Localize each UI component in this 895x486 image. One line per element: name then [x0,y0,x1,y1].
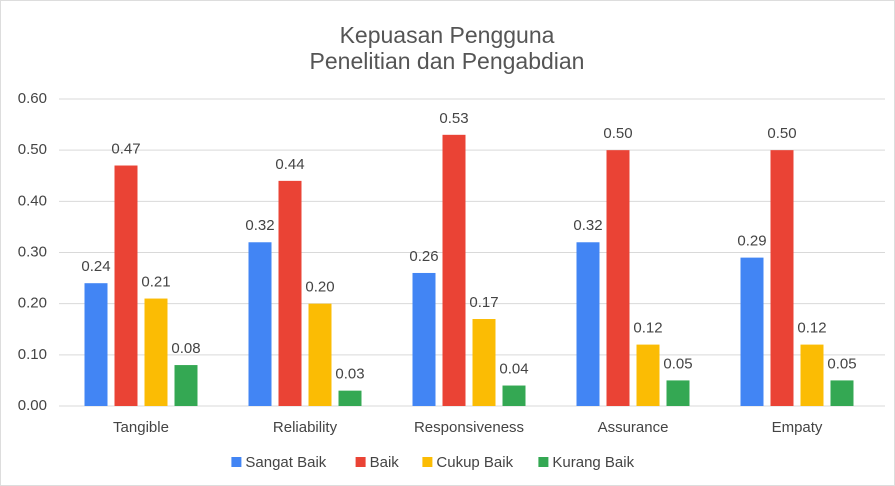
data-label: 0.32 [573,217,602,234]
bar [114,165,138,406]
legend-label: Sangat Baik [245,454,326,471]
bar [830,380,854,406]
y-tick-label: 0.30 [18,243,47,260]
bar [576,242,600,406]
bar [174,365,198,406]
y-tick-label: 0.10 [18,346,47,363]
bar [472,319,496,406]
y-tick-label: 0.50 [18,141,47,158]
data-label: 0.53 [439,110,468,127]
bar [770,150,794,406]
legend-swatch [355,457,366,467]
legend-swatch [231,457,242,467]
bar [442,134,466,407]
data-label: 0.47 [111,140,140,157]
legend-swatch [538,457,549,467]
data-label: 0.50 [603,125,632,142]
legend-label: Kurang Baik [552,454,634,471]
data-label: 0.20 [305,279,334,296]
legend-swatch [422,457,433,467]
y-tick-label: 0.00 [18,397,47,414]
x-tick-label: Reliability [273,419,338,436]
bar [278,180,302,406]
data-label: 0.17 [469,294,498,311]
data-label: 0.29 [737,233,766,250]
data-label: 0.32 [245,217,274,234]
bar [144,298,168,406]
y-tick-label: 0.60 [18,90,47,107]
data-label: 0.44 [275,156,304,173]
bar [338,390,362,406]
bar [308,303,332,406]
data-label: 0.24 [81,258,110,275]
y-tick-label: 0.40 [18,192,47,209]
data-label: 0.21 [141,274,170,291]
x-tick-label: Empaty [772,419,823,436]
data-label: 0.05 [827,355,856,372]
data-label: 0.12 [797,320,826,337]
chart-title: Penelitian dan Pengabdian [310,48,585,74]
data-label: 0.50 [767,125,796,142]
bar [248,242,272,406]
bar [666,380,690,406]
data-label: 0.04 [499,361,528,378]
data-label: 0.26 [409,248,438,265]
data-label: 0.08 [171,340,200,357]
legend-label: Cukup Baik [436,454,513,471]
legend-label: Baik [370,454,400,471]
bar [636,344,660,406]
x-tick-label: Tangible [113,419,169,436]
bar [412,272,436,406]
bar [740,257,764,406]
bar [84,283,108,406]
bar [800,344,824,406]
bar [502,385,526,406]
x-tick-label: Assurance [598,419,669,436]
chart-title: Kepuasan Pengguna [340,22,555,48]
data-label: 0.05 [663,355,692,372]
y-tick-label: 0.20 [18,295,47,312]
data-label: 0.03 [335,366,364,383]
bar [606,150,630,406]
x-tick-label: Responsiveness [414,419,524,436]
data-label: 0.12 [633,320,662,337]
